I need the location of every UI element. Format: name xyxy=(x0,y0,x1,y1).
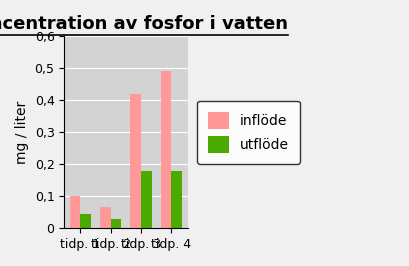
Y-axis label: mg / liter: mg / liter xyxy=(15,101,29,164)
Bar xyxy=(70,196,81,228)
Bar xyxy=(141,171,152,228)
Bar xyxy=(111,219,121,228)
Bar xyxy=(81,214,91,228)
Bar xyxy=(171,171,182,228)
Title: Koncentration av fosfor i vatten: Koncentration av fosfor i vatten xyxy=(0,15,288,33)
Bar xyxy=(130,94,141,228)
Legend: inflöde, utflöde: inflöde, utflöde xyxy=(197,101,300,164)
Bar xyxy=(100,207,111,228)
Bar xyxy=(161,71,171,228)
